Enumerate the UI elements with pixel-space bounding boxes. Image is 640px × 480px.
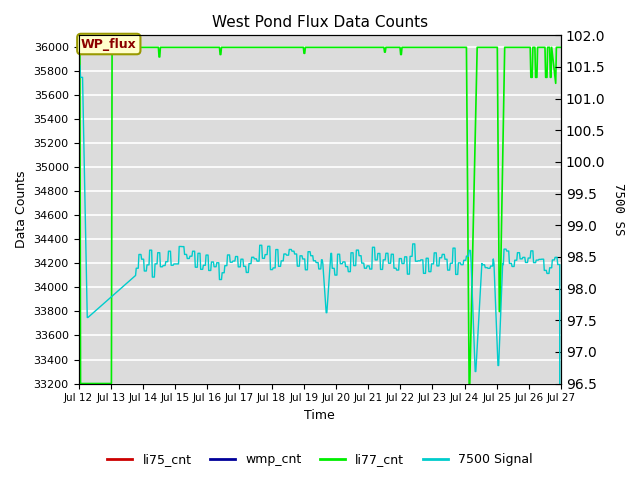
X-axis label: Time: Time — [305, 409, 335, 422]
Y-axis label: Data Counts: Data Counts — [15, 171, 28, 248]
Title: West Pond Flux Data Counts: West Pond Flux Data Counts — [212, 15, 428, 30]
Text: WP_flux: WP_flux — [81, 37, 137, 50]
Y-axis label: 7500 SS: 7500 SS — [612, 183, 625, 236]
Legend: li75_cnt, wmp_cnt, li77_cnt, 7500 Signal: li75_cnt, wmp_cnt, li77_cnt, 7500 Signal — [102, 448, 538, 471]
